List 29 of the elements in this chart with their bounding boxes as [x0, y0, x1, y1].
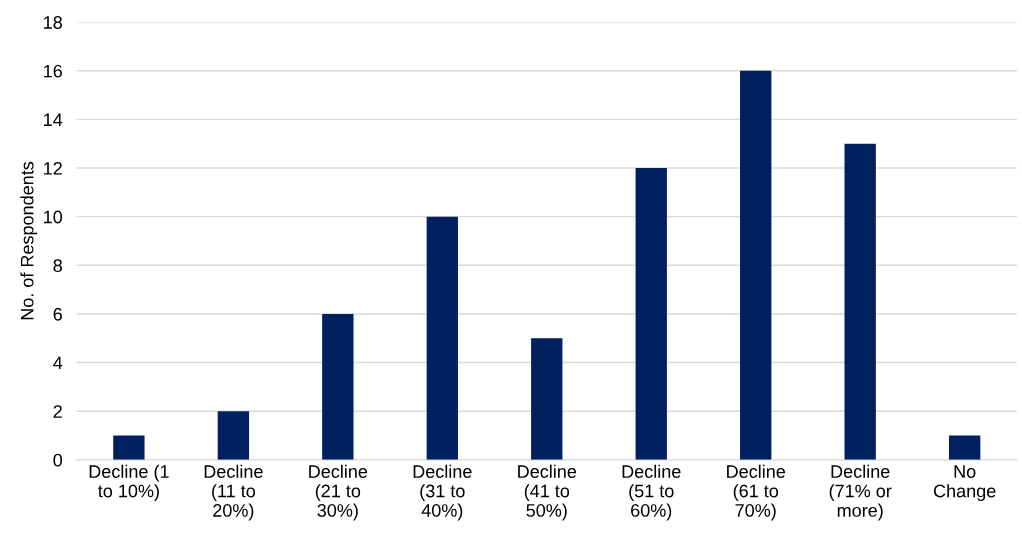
- y-tick-label: 14: [44, 113, 63, 126]
- y-tick-label: 12: [44, 161, 62, 175]
- x-tick-label: Decline (71% or more): [829, 464, 892, 521]
- x-tick-label: No Change: [933, 465, 996, 501]
- bar: [844, 143, 876, 460]
- y-tick-label: 8: [53, 259, 62, 273]
- bar: [635, 168, 667, 460]
- y-tick-label: 16: [44, 64, 62, 78]
- y-tick-label: 6: [53, 307, 62, 321]
- x-tick-label: Decline (1 to 10%): [89, 464, 169, 501]
- x-tick-label: Decline (21 to 30%): [309, 464, 368, 521]
- bar: [426, 216, 458, 460]
- bar: [217, 411, 250, 460]
- y-tick-label: 2: [53, 405, 62, 418]
- y-tick-label: 10: [44, 210, 63, 224]
- bar: [740, 70, 772, 460]
- x-tick-label: Decline (31 to 40%): [413, 464, 472, 521]
- y-tick-label: 18: [44, 16, 62, 29]
- x-tick-label: Decline (41 to 50%): [518, 464, 577, 521]
- x-tick-label: Decline (61 to 70%): [727, 464, 786, 521]
- y-tick-label: 4: [53, 356, 63, 370]
- x-tick-label: Decline (51 to 60%): [622, 464, 681, 521]
- bar: [322, 313, 354, 460]
- y-tick-label: 0: [53, 453, 63, 467]
- y-axis-title: No. of Respondents: [20, 161, 38, 320]
- bar: [531, 338, 563, 460]
- bar: [948, 435, 981, 460]
- bar: [113, 435, 145, 460]
- x-tick-label: Decline (11 to 20%): [204, 464, 263, 521]
